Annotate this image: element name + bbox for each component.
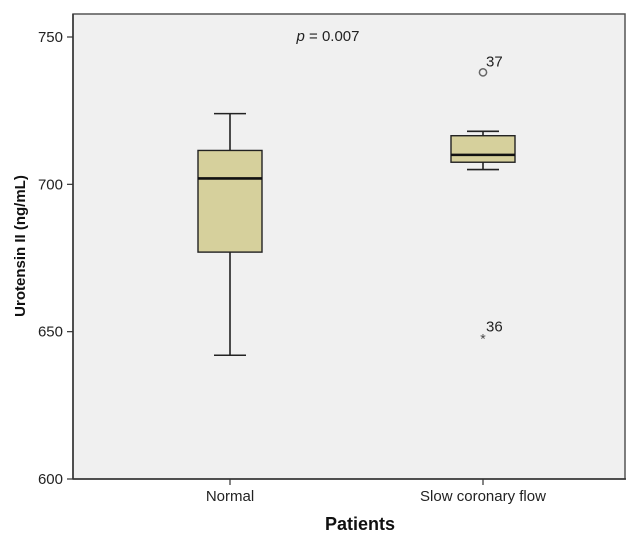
y-axis: 600 650 700 750 xyxy=(38,14,74,488)
box-iqr xyxy=(197,149,263,253)
p-value-prefix: p xyxy=(296,28,305,45)
boxes xyxy=(197,112,516,357)
x-axis-title: Patients xyxy=(325,514,395,533)
p-value-text: = 0.007 xyxy=(305,28,360,45)
y-tick-label: 700 xyxy=(38,176,63,193)
y-tick-label: 750 xyxy=(38,29,63,46)
x-tick-label: Normal xyxy=(206,488,254,505)
outlier-label: 36 xyxy=(486,319,503,336)
y-tick-label: 600 xyxy=(38,471,63,488)
x-tick-label: Slow coronary flow xyxy=(420,488,546,505)
outlier-label: 37 xyxy=(486,53,503,70)
y-axis-title: Urotensin II (ng/mL) xyxy=(12,175,29,317)
outlier-circle xyxy=(478,68,488,77)
y-tick-label: 650 xyxy=(38,324,63,341)
x-axis: Normal Slow coronary flow xyxy=(73,478,626,505)
box-1 xyxy=(197,112,263,357)
outlier-37: 37 xyxy=(478,53,503,77)
outliers: 37 *36 xyxy=(478,53,503,347)
box-2 xyxy=(450,130,516,171)
p-value-annotation: p = 0.007 xyxy=(296,28,360,45)
plot-area xyxy=(72,13,626,480)
outlier-36: *36 xyxy=(480,319,502,347)
box-iqr xyxy=(450,135,516,163)
outlier-asterisk: * xyxy=(480,331,486,347)
